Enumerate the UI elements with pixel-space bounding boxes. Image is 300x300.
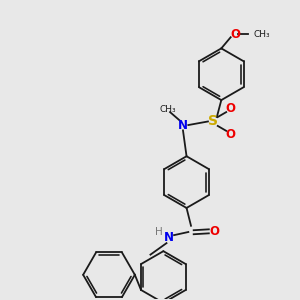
Text: CH₃: CH₃ bbox=[254, 30, 270, 39]
Text: S: S bbox=[208, 115, 218, 128]
Text: O: O bbox=[225, 102, 235, 115]
Text: N: N bbox=[178, 118, 188, 131]
Text: O: O bbox=[230, 28, 240, 40]
Text: H: H bbox=[155, 226, 163, 237]
Text: O: O bbox=[225, 128, 235, 141]
Text: O: O bbox=[209, 225, 219, 238]
Text: N: N bbox=[164, 231, 174, 244]
Text: CH₃: CH₃ bbox=[159, 105, 176, 114]
